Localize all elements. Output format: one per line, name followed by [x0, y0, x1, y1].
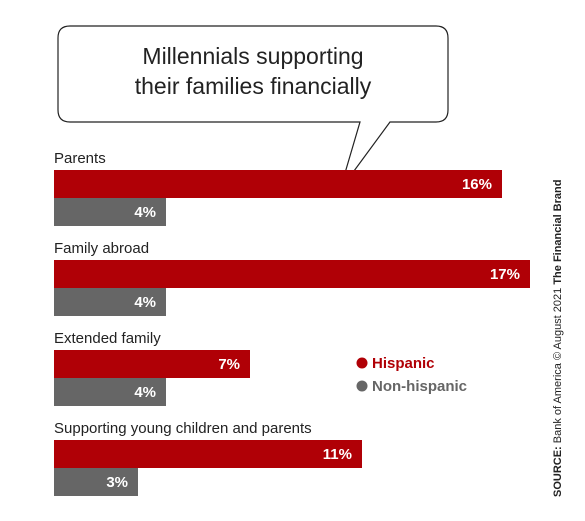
bar-hispanic-family-abroad [54, 260, 530, 288]
value-label-hispanic-parents: 16% [462, 176, 492, 193]
bar-non-hispanic-parents [54, 198, 166, 226]
legend-dot-hispanic [356, 357, 368, 369]
source-note: SOURCE: Bank of America © August 2021 Th… [552, 180, 564, 497]
category-label-family-abroad: Family abroad [54, 240, 149, 257]
value-label-non-hispanic-extended-family: 4% [134, 384, 156, 401]
chart-title-line-2: their families financially [135, 73, 372, 99]
category-label-supporting-young-children-and-parents: Supporting young children and parents [54, 420, 312, 437]
value-label-non-hispanic-family-abroad: 4% [134, 294, 156, 311]
title-callout-bubble [57, 25, 449, 191]
value-label-non-hispanic-parents: 4% [134, 204, 156, 221]
bar-hispanic-supporting-young-children-and-parents [54, 440, 362, 468]
legend: Hispanic Non-hispanic [356, 355, 467, 395]
source-text: Bank of America © August 2021 [552, 285, 564, 447]
bar-non-hispanic-family-abroad [54, 288, 166, 316]
legend-dot-non-hispanic [356, 380, 368, 392]
legend-label-hispanic: Hispanic [372, 355, 435, 372]
category-label-parents: Parents [54, 150, 106, 167]
value-label-hispanic-extended-family: 7% [218, 356, 240, 373]
bar-hispanic-extended-family [54, 350, 250, 378]
legend-label-non-hispanic: Non-hispanic [372, 378, 467, 395]
value-label-hispanic-family-abroad: 17% [490, 266, 520, 283]
bar-groups: Parents 16% 4% Family abroad 17% 4% Extended f… [54, 150, 530, 496]
bar-hispanic-parents [54, 170, 502, 198]
source-brand: The Financial Brand [552, 180, 564, 285]
value-label-hispanic-supporting-young-children-and-parents: 11% [323, 446, 352, 463]
bar-non-hispanic-supporting-young-children-and-parents [54, 468, 138, 496]
value-label-non-hispanic-supporting-young-children-and-parents: 3% [106, 474, 128, 491]
category-label-extended-family: Extended family [54, 330, 161, 347]
bar-non-hispanic-extended-family [54, 378, 166, 406]
chart-title-line-1: Millennials supporting [142, 43, 363, 69]
source-prefix: SOURCE: [552, 446, 564, 497]
